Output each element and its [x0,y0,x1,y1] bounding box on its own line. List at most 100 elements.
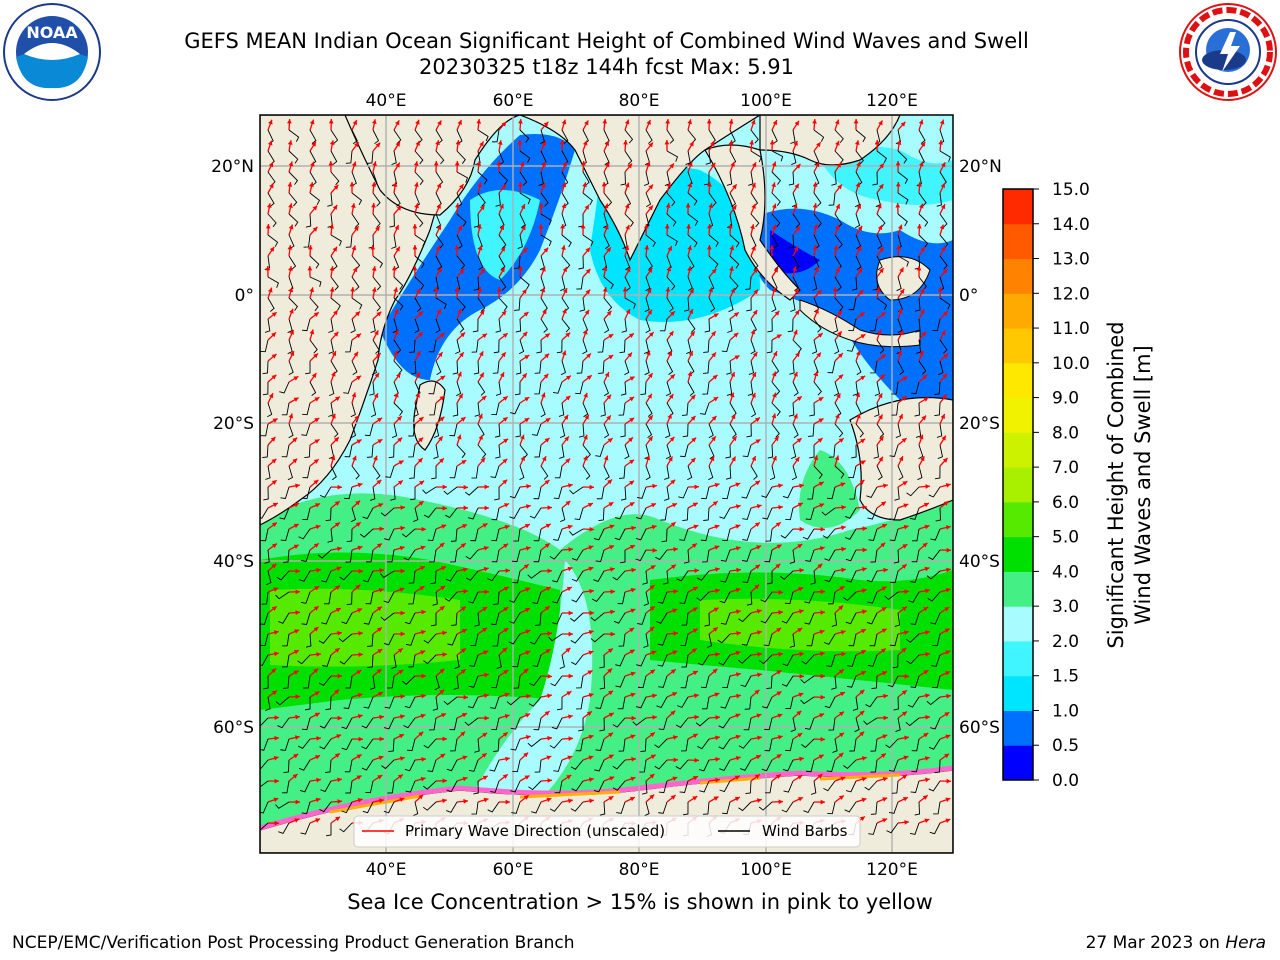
wave-direction-arrowhead [841,651,846,657]
wind-barb [366,444,374,458]
wind-barb [477,192,486,207]
wave-direction-arrowhead [334,396,340,402]
wave-direction-arrowhead [500,267,505,273]
wind-barb [743,717,752,731]
wind-barb [492,360,500,374]
wind-barb [789,633,796,648]
wind-barb [529,507,542,519]
wave-direction-arrowhead [457,371,462,377]
wind-barb [309,171,317,186]
wind-barb [351,360,358,376]
wave-direction-arrowhead [371,182,377,187]
wave-direction-arrowhead [392,182,398,187]
wave-direction-arrowhead [881,607,887,612]
wave-direction-arrowhead [649,794,655,800]
wave-direction-arrowhead [735,755,741,761]
wind-barb [450,549,458,563]
wave-direction-arrowhead [313,312,319,317]
wind-barb [719,759,731,771]
wind-barb [645,234,656,248]
wave-direction-arrowhead [436,203,441,209]
wind-barb [345,675,353,689]
wave-direction-arrowhead [501,184,506,190]
wind-barb [554,465,563,479]
wind-barb [807,486,815,500]
wave-direction-arrowhead [503,628,509,633]
wave-direction-arrowhead [855,182,861,188]
wave-direction-arrowhead [333,331,339,337]
wave-direction-arrowhead [714,692,720,698]
wind-barb [914,402,920,417]
wind-barb [664,465,670,480]
wave-direction-arrowhead [265,224,271,229]
wave-direction-arrowhead [482,775,488,781]
wind-barb [851,276,858,291]
wave-direction-arrowhead [307,245,313,250]
wave-direction-arrowhead [923,670,929,675]
wave-direction-arrowhead [482,607,488,612]
wave-direction-arrowhead [522,247,528,253]
wave-direction-arrowhead [712,501,718,506]
wave-direction-arrowhead [606,247,611,253]
wind-barb [388,444,395,459]
wind-barb [938,360,944,376]
wave-direction-arrowhead [648,373,653,379]
wave-direction-arrowhead [881,628,887,633]
wave-direction-arrowhead [818,397,824,402]
wind-barb [612,717,626,728]
wave-direction-arrowhead [540,392,546,398]
wave-direction-arrowhead [442,736,447,742]
wave-direction-arrowhead [942,373,948,379]
wave-direction-arrowhead [922,374,928,380]
wave-direction-arrowhead [715,715,720,720]
wave-direction-arrowhead [433,287,439,292]
wave-direction-arrowhead [399,714,405,719]
wind-barb [595,696,605,709]
wind-barb [309,129,317,144]
wind-barb [344,486,353,500]
wind-barb [831,675,837,690]
wave-direction-arrowhead [476,119,482,124]
wind-barb [915,297,921,312]
wave-direction-arrowhead [861,797,867,803]
wave-direction-arrowhead [903,630,909,635]
colorbar-label-line1: Significant Height of Combined [1104,321,1128,648]
wind-barb [490,612,500,626]
wave-direction-arrowhead [629,459,635,465]
wave-direction-arrowhead [818,418,824,423]
wave-direction-arrowhead [460,648,466,654]
wave-direction-arrowhead [270,436,276,442]
wind-barb [624,129,634,144]
wind-barb [834,297,844,312]
wind-barb [918,192,927,207]
wave-direction-arrowhead [772,351,778,357]
wind-barb [534,381,542,395]
wave-direction-arrowhead [482,627,488,633]
wave-direction-arrowhead [670,710,676,716]
wave-direction-arrowhead [648,332,654,337]
wave-direction-arrowhead [545,649,551,654]
wind-barb [359,528,374,538]
wave-direction-arrowhead [586,375,592,380]
wind-barb [339,654,353,665]
wind-barb [278,822,290,834]
wave-direction-arrowhead [568,547,573,552]
wave-direction-arrowhead [874,140,880,145]
wave-direction-arrowhead [337,799,342,804]
wave-direction-arrowhead [372,161,377,167]
wave-direction-arrowhead [566,586,572,592]
wave-direction-arrowhead [924,630,930,635]
wind-barb [346,591,353,606]
wind-barb [510,780,521,793]
wave-direction-arrowhead [334,585,340,591]
wind-barb [593,780,605,793]
wind-barb [658,675,668,688]
wave-direction-arrowhead [672,503,678,508]
wind-barb [414,213,424,228]
wind-barb [813,381,822,396]
wave-direction-arrowhead [771,203,777,209]
wave-direction-arrowhead [560,224,565,229]
wave-direction-arrowhead [688,350,693,356]
wave-direction-arrowhead [694,484,699,490]
